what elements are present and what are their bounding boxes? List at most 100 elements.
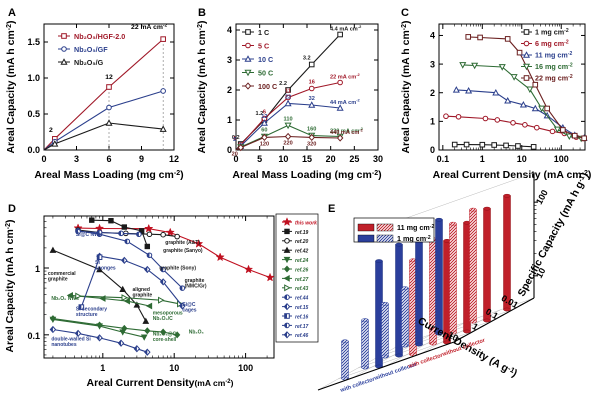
svg-text:22 mA cm-2: 22 mA cm-2 <box>330 72 361 81</box>
svg-text:1: 1 <box>233 136 236 142</box>
panel-b-plot <box>235 31 344 152</box>
svg-text:core-shell: core-shell <box>153 337 177 343</box>
svg-text:22 mA cm-2: 22 mA cm-2 <box>131 23 167 32</box>
svg-text:ref.44: ref.44 <box>295 296 309 302</box>
svg-text:100: 100 <box>238 363 253 373</box>
svg-text:44 mA cm-2: 44 mA cm-2 <box>330 98 361 107</box>
svg-text:aligned: aligned <box>132 287 150 293</box>
svg-text:1.2: 1.2 <box>256 111 264 117</box>
svg-text:ref.46: ref.46 <box>295 333 309 339</box>
svg-text:11: 11 <box>285 89 291 95</box>
svg-text:20: 20 <box>326 154 336 164</box>
svg-text:2: 2 <box>227 85 232 95</box>
svg-text:9: 9 <box>139 154 144 164</box>
svg-text:160: 160 <box>307 127 316 133</box>
svg-text:Nb₂O₅/HGF-2.0: Nb₂O₅/HGF-2.0 <box>74 32 125 41</box>
svg-text:Nb₂O₅: Nb₂O₅ <box>189 329 205 335</box>
panel-d-axes: 1 10 100 0.1 1 <box>27 215 275 373</box>
series-3 <box>459 62 585 143</box>
svg-text:2: 2 <box>233 137 236 143</box>
panel-d-legend: this work ref.19 ref.20 ref.42 ref.24 ref.26 r… <box>275 213 319 343</box>
svg-text:structure: structure <box>76 312 98 318</box>
svg-text:ref.26: ref.26 <box>295 267 309 273</box>
panel-a-ylabel: Areal Capacity (mA h cm-2) <box>5 20 17 153</box>
svg-text:this work: this work <box>295 220 317 226</box>
panel-a-annotations: 2 12 22 mA cm-2 <box>49 23 168 134</box>
panel-a-plot <box>43 36 167 151</box>
panel-d-xlabel: Areal Current Density(mA cm-2) <box>87 377 234 389</box>
bar-row-0 <box>341 286 409 381</box>
panel-a-svg: A 0 3 6 9 12 0.00.51.01.5 Nb₂O₅/HGF-2.0Nb₂O₅… <box>5 7 184 181</box>
panel-c: C 0.1 1 10 100 0 1 2 3 4 1 mg cm-2 6 mg cm-2 11 m… <box>395 0 600 196</box>
series-2 <box>43 119 167 151</box>
svg-text:graphite (Sanyo): graphite (Sanyo) <box>163 248 203 254</box>
svg-text:4: 4 <box>430 31 435 41</box>
svg-text:Si secondary: Si secondary <box>76 307 107 313</box>
svg-text:3: 3 <box>74 154 79 164</box>
series-7 <box>75 292 184 308</box>
series-4 <box>465 34 587 142</box>
svg-text:0.1: 0.1 <box>437 154 450 164</box>
svg-text:10: 10 <box>534 266 548 280</box>
svg-text:ref.19: ref.19 <box>295 230 309 236</box>
svg-text:220 mA cm-2: 220 mA cm-2 <box>330 126 364 135</box>
svg-text:0.5: 0.5 <box>27 109 40 119</box>
svg-text:double-walled Si: double-walled Si <box>51 337 91 343</box>
series-1 <box>89 217 151 250</box>
svg-text:1 mg cm-2: 1 mg cm-2 <box>535 28 569 37</box>
svg-text:Nb₂O₅ NWs: Nb₂O₅ NWs <box>51 296 79 302</box>
svg-text:15: 15 <box>302 154 312 164</box>
svg-text:6: 6 <box>263 110 266 116</box>
svg-text:2: 2 <box>430 88 435 98</box>
panel-d-svg: D 1 10 100 0.11 Si@C NWscommercialgraphite… <box>4 203 319 389</box>
panel-d-plot <box>49 217 275 356</box>
svg-text:graphite: graphite <box>48 277 68 283</box>
panel-a-xlabel: Areal Mass Loading (mg cm-2) <box>34 169 183 181</box>
svg-text:5 C: 5 C <box>258 41 269 50</box>
svg-text:Nb₂O₅@C: Nb₂O₅@C <box>153 331 177 337</box>
svg-text:Si@C NWs: Si@C NWs <box>76 232 102 238</box>
svg-text:10: 10 <box>169 363 179 373</box>
svg-text:12: 12 <box>105 74 113 81</box>
svg-text:100: 100 <box>554 154 569 164</box>
svg-text:(NMC/Gr): (NMC/Gr) <box>185 283 207 289</box>
svg-text:6: 6 <box>106 154 111 164</box>
svg-text:1: 1 <box>471 321 480 332</box>
bar-row-3 <box>443 193 511 345</box>
panel-d-label: D <box>8 203 16 215</box>
series-3 <box>49 246 150 324</box>
svg-text:11 mg cm-2: 11 mg cm-2 <box>535 51 572 60</box>
svg-text:mesoporous: mesoporous <box>153 311 183 317</box>
panel-d: D 1 10 100 0.1 1 Si@C NWs commercial graphite… <box>0 196 320 404</box>
panel-c-plot <box>443 34 588 150</box>
panel-e-label: E <box>328 203 335 215</box>
series-5 <box>49 315 181 339</box>
svg-text:320: 320 <box>307 141 316 147</box>
series-12 <box>49 325 151 356</box>
svg-text:ref.24: ref.24 <box>295 258 309 264</box>
svg-text:3: 3 <box>430 59 435 69</box>
panel-e-legend: 11 mg cm-2 1 mg cm-2 <box>353 217 434 243</box>
svg-text:1: 1 <box>480 154 485 164</box>
svg-text:graphite: graphite <box>185 278 205 284</box>
panel-e-plot <box>317 172 535 391</box>
svg-text:2: 2 <box>49 127 53 134</box>
svg-text:0: 0 <box>233 154 238 164</box>
svg-text:100 C: 100 C <box>258 82 277 91</box>
svg-text:graphite (Sony): graphite (Sony) <box>159 265 196 271</box>
svg-text:0: 0 <box>227 145 232 155</box>
panel-c-legend: 1 mg cm-2 6 mg cm-2 11 mg cm-2 16 mg cm-2 22… <box>521 28 573 83</box>
panel-c-ylabel: Areal Capacity (mA h cm-2) <box>400 20 412 153</box>
svg-text:22 mg cm-2: 22 mg cm-2 <box>535 74 573 83</box>
svg-text:Si@C: Si@C <box>182 302 196 308</box>
svg-text:nanotubes: nanotubes <box>51 342 76 348</box>
svg-text:ref.43: ref.43 <box>295 286 309 292</box>
svg-text:1: 1 <box>35 264 40 274</box>
svg-text:ref.15: ref.15 <box>295 305 309 311</box>
svg-text:16 mg cm-2: 16 mg cm-2 <box>535 62 573 71</box>
